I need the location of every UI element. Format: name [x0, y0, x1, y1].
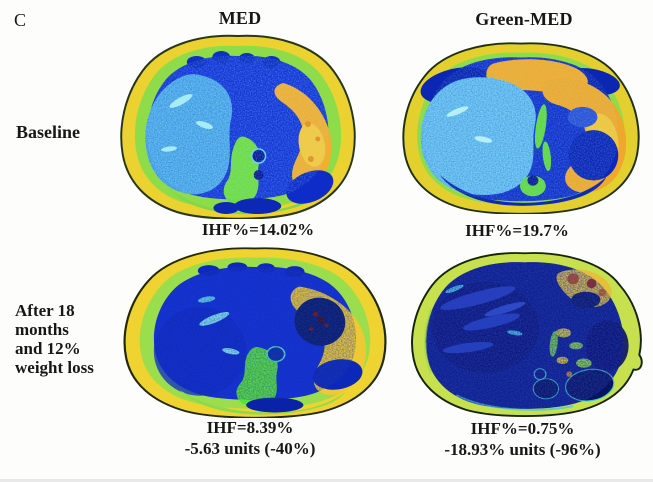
caption-after-med-ihf: IHF=8.39%: [206, 418, 294, 437]
caption-after-med: IHF=8.39% -5.63 units (-40%): [140, 417, 360, 459]
caption-after-med-change: -5.63 units (-40%): [184, 439, 316, 458]
caption-after-green-med: IHF%=0.75% -18.93% units (-96%): [410, 418, 635, 460]
caption-after-green-med-change: -18.93% units (-96%): [444, 440, 601, 459]
mri-scan-after-green-med: [398, 245, 651, 419]
row-label-followup-line2: months: [15, 320, 69, 339]
row-label-followup-line3: and 12%: [15, 339, 81, 358]
mri-scan-baseline-med: [110, 29, 366, 219]
column-header-med: MED: [218, 8, 262, 28]
caption-baseline-med-ihf: IHF%=14.02%: [201, 220, 315, 239]
row-label-followup-line4: weight loss: [15, 358, 94, 377]
bottom-edge-strip: [0, 479, 653, 482]
row-label-followup-line1: After 18: [15, 301, 75, 320]
caption-baseline-green-med-ihf: IHF%=19.7%: [465, 221, 569, 240]
column-header-green-med: Green-MED: [475, 9, 573, 29]
caption-after-green-med-ihf: IHF%=0.75%: [470, 419, 575, 438]
panel-letter: C: [14, 10, 27, 30]
mri-scan-baseline-green-med: [392, 37, 650, 214]
row-label-baseline: Baseline: [16, 122, 81, 142]
mri-scan-after-med: [112, 242, 398, 418]
row-label-followup: After 18 months and 12% weight loss: [15, 301, 94, 377]
